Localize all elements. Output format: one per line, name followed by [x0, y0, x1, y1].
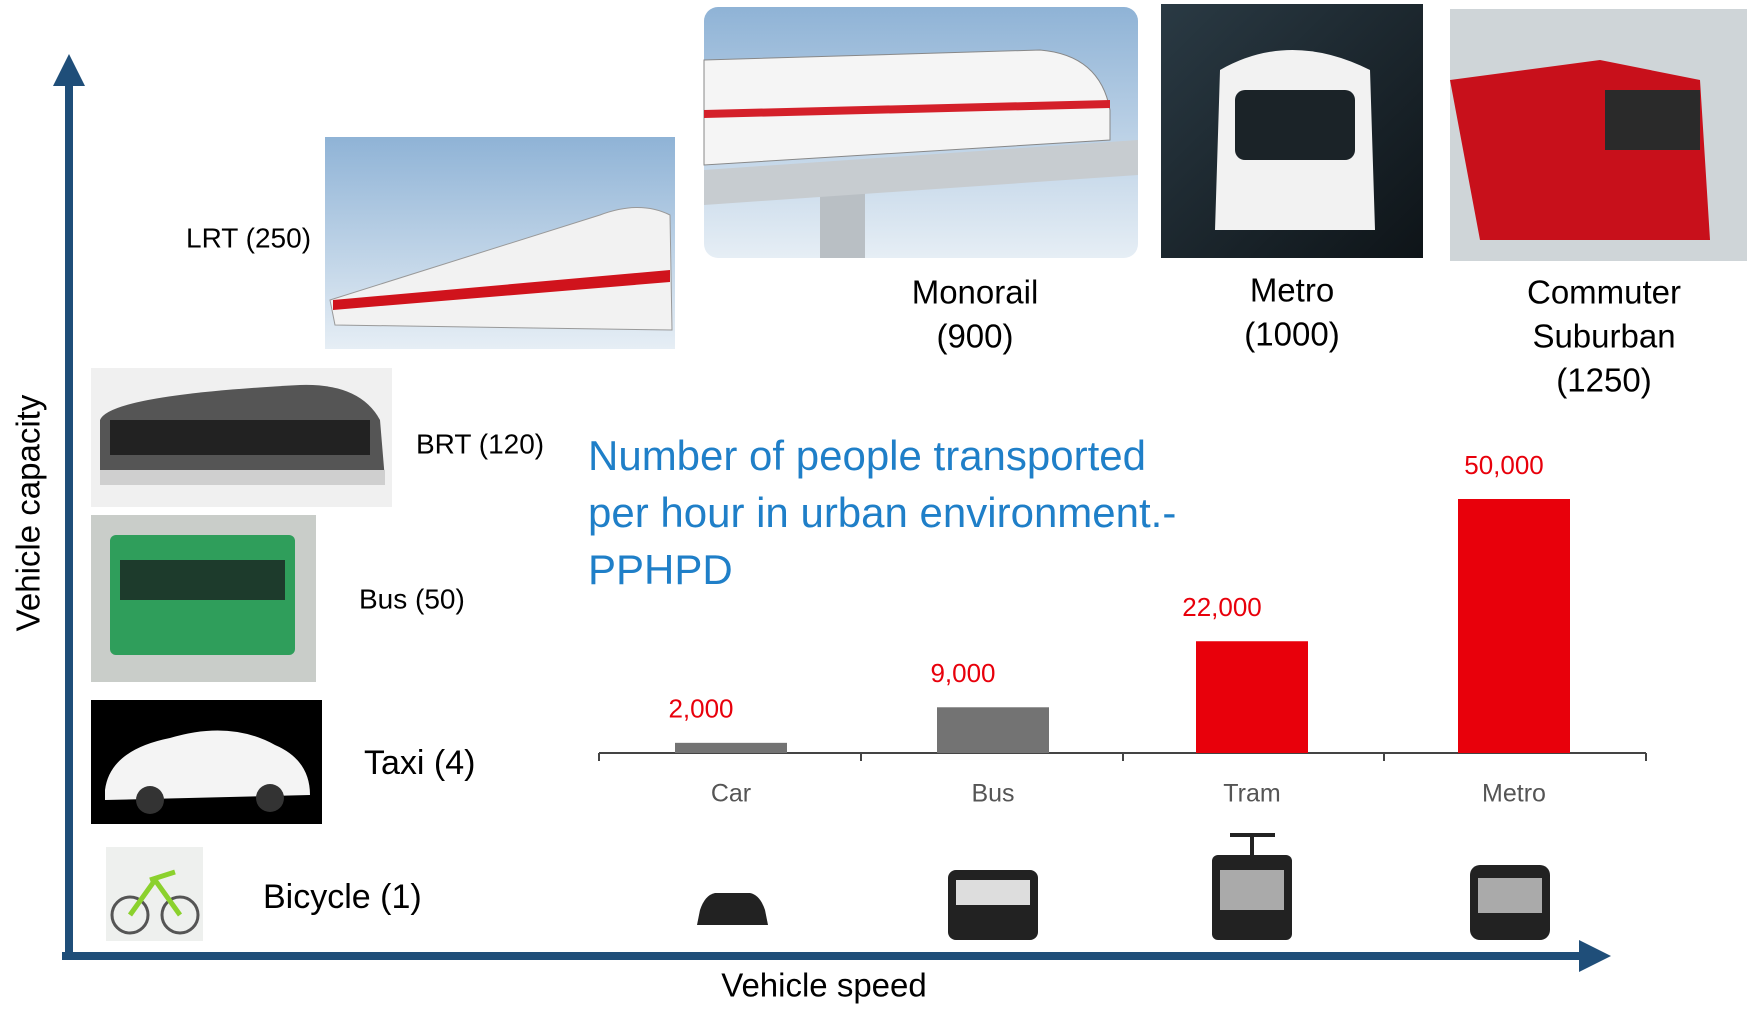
- photo-taxi: [91, 700, 322, 824]
- photo-metro: [1161, 4, 1423, 258]
- x-axis-label: Vehicle speed: [721, 967, 927, 1004]
- photo-lrt: [325, 137, 675, 349]
- category-label: Bus: [971, 780, 1014, 808]
- mode-label: (1250): [1556, 362, 1651, 399]
- photo-monorail: [703, 7, 1138, 258]
- photo-brt: [91, 368, 392, 507]
- chart-title: per hour in urban environment.-: [588, 489, 1176, 536]
- bar: [937, 707, 1049, 753]
- chart-title: Number of people transported: [588, 432, 1146, 479]
- mode-label: (1000): [1244, 316, 1339, 353]
- mode-label: Commuter: [1527, 274, 1681, 311]
- chart-title: PPHPD: [588, 546, 733, 593]
- value-label: 9,000: [930, 658, 995, 688]
- mode-label: Bicycle (1): [263, 878, 422, 916]
- mode-label: Metro: [1250, 272, 1334, 309]
- category-label: Tram: [1223, 780, 1280, 808]
- mode-label: BRT (120): [416, 428, 544, 459]
- mode-label: (900): [936, 318, 1013, 355]
- photo-bicycle: [106, 847, 203, 941]
- mode-label: Monorail: [912, 274, 1039, 311]
- value-label: 50,000: [1464, 450, 1544, 480]
- bar: [1458, 499, 1570, 753]
- mode-label: Bus (50): [359, 583, 465, 614]
- mode-label: LRT (250): [186, 222, 311, 253]
- icons: [697, 833, 1550, 940]
- value-label: 2,000: [668, 694, 733, 724]
- y-axis-label: Vehicle capacity: [10, 394, 47, 631]
- photo-commuter: [1450, 9, 1747, 261]
- photo-bus: [91, 515, 316, 682]
- bar: [1196, 641, 1308, 753]
- value-label: 22,000: [1182, 592, 1262, 622]
- bar: [675, 742, 787, 753]
- category-label: Metro: [1482, 780, 1546, 808]
- mode-label: Taxi (4): [364, 744, 475, 782]
- mode-label: Suburban: [1532, 318, 1675, 355]
- category-label: Car: [711, 780, 751, 808]
